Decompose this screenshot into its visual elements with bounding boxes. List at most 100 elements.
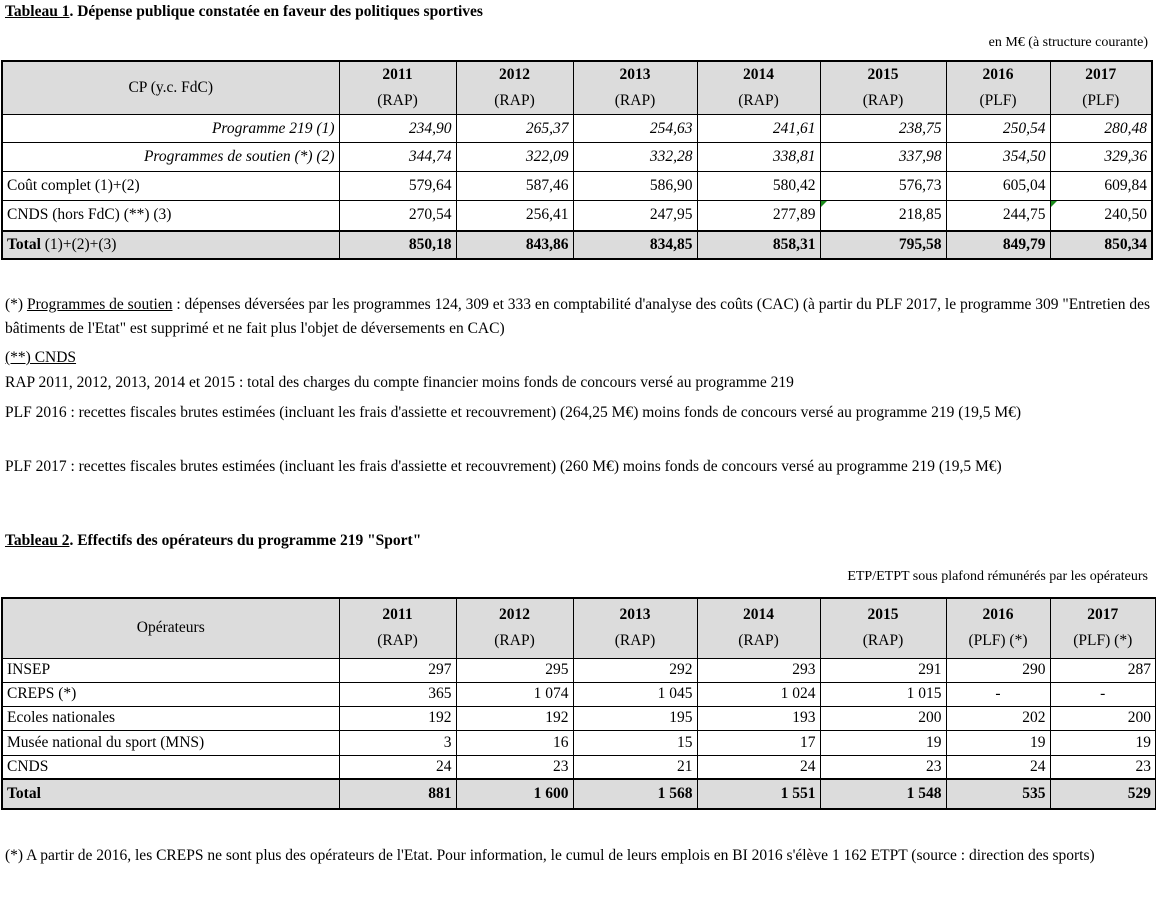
cell-value: 192 (338, 705, 457, 731)
table-row: CNDS 24 23 21 24 23 24 23 (1, 754, 1156, 780)
column-header: 2014 (RAP) (696, 597, 821, 659)
cell-text: 265,37 (525, 119, 569, 137)
cell-value: 365 (338, 681, 457, 707)
comment-marker-icon (820, 201, 827, 207)
total-value: 529 (1049, 778, 1156, 810)
cell-value: 290 (945, 657, 1051, 683)
cell-text: 277,89 (772, 206, 816, 224)
cell-text: 17 (800, 733, 816, 751)
cell-text: 605,04 (1002, 177, 1046, 194)
cell-text: 195 (669, 709, 693, 726)
note-cnds-plf2016: PLF 2016 : recettes fiscales brutes esti… (5, 404, 1022, 421)
column-year: 2015 (867, 606, 899, 624)
cell-value: 1 015 (819, 681, 947, 707)
note-creps: (*) A partir de 2016, les CREPS ne sont … (5, 847, 1095, 864)
column-source: (RAP) (738, 92, 779, 109)
cell-value: 16 (455, 729, 574, 756)
total-row: Total (1)+(2)+(3) 850,18 843,86 834,85 858,3… (1, 229, 1153, 259)
cell-text: 21 (677, 757, 693, 775)
cell-value: 297 (338, 657, 457, 683)
cell-value: 605,04 (945, 171, 1051, 201)
cell-value: 200 (1049, 705, 1156, 731)
cell-value: 244,75 (945, 200, 1051, 231)
table2-unit: ETP/ETPT sous plafond rémunérés par les … (847, 569, 1148, 584)
cell-value: 23 (1049, 754, 1156, 780)
cell-text: 19 (1030, 733, 1046, 751)
total-value: 849,79 (945, 229, 1051, 259)
cell-text: 290 (1022, 661, 1046, 678)
column-header: 2015 (RAP) (819, 597, 947, 659)
cell-value: 338,81 (696, 142, 821, 172)
cell-value: 270,54 (338, 200, 457, 231)
cell-text: 240,50 (1104, 206, 1147, 224)
header-row: CP (y.c. FdC) 2011 (RAP) 2012 (RAP) 2013 (RAP)… (1, 60, 1153, 115)
cell-text: 322,09 (525, 148, 569, 165)
cell-text: 256,41 (525, 206, 569, 224)
note-cnds-heading: (**) CNDS (5, 349, 77, 366)
cell-text: 337,98 (898, 148, 942, 165)
corner-header: CP (y.c. FdC) (1, 60, 340, 115)
column-year: 2014 (743, 606, 774, 624)
column-year: 2011 (382, 606, 413, 624)
cell-value: 332,28 (572, 142, 698, 172)
cell-value: 250,54 (945, 114, 1051, 143)
total-label-text: Total (7, 785, 41, 802)
cell-text: 24 (800, 757, 816, 775)
cell-value: 576,73 (819, 171, 947, 201)
table-row: Musée national du sport (MNS) 3 16 15 17 19 19… (1, 729, 1156, 756)
cell-text: 241,61 (772, 119, 816, 137)
column-year: 2014 (743, 66, 774, 83)
cell-text: 3 (443, 733, 452, 751)
cell-value: 1 045 (572, 681, 698, 707)
cell-value: 19 (945, 729, 1051, 756)
corner-header: Opérateurs (1, 597, 340, 659)
cell-text: 1 015 (906, 685, 942, 702)
column-header: 2017 (PLF) (*) (1049, 597, 1156, 659)
cell-text: 200 (1127, 709, 1151, 726)
cell-text: 579,64 (408, 177, 452, 194)
column-year: 2012 (499, 66, 530, 83)
total-value: 1 568 (572, 778, 698, 810)
total-label: Total (1, 778, 340, 810)
cell-text: 15 (677, 733, 693, 751)
cell-text: 24 (1030, 757, 1046, 775)
cell-text: 270,54 (408, 206, 452, 224)
cell-value: 202 (945, 705, 1051, 731)
cell-text: 576,73 (898, 177, 942, 194)
cell-text: 23 (553, 757, 569, 775)
note-soutien: (*) Programmes de soutien : dépenses dév… (5, 296, 1151, 337)
column-header: 2013 (RAP) (572, 60, 698, 115)
table-row: Programme 219 (1) 234,90 265,37 254,63 241,6… (1, 114, 1153, 143)
row-label: CREPS (*) (1, 681, 340, 707)
column-year: 2012 (499, 606, 530, 624)
cell-value: 240,50 (1049, 200, 1153, 231)
cell-value: 19 (819, 729, 947, 756)
table-row: CREPS (*) 365 1 074 1 045 1 024 1 015 - - (1, 681, 1156, 707)
note-cnds-plf2017: PLF 2017 : recettes fiscales brutes esti… (5, 458, 1002, 475)
cell-text: 16 (553, 733, 569, 751)
cell-value: 277,89 (696, 200, 821, 231)
table-row: Ecoles nationales 192 192 195 193 200 202 200 (1, 705, 1156, 731)
cell-value: 21 (572, 754, 698, 780)
cell-value: 344,74 (338, 142, 457, 172)
cell-value: 354,50 (945, 142, 1051, 172)
cell-text: 23 (926, 757, 942, 775)
cell-text: 192 (545, 709, 569, 726)
row-label: Coût complet (1)+(2) (1, 171, 340, 201)
column-year: 2017 (1087, 606, 1119, 624)
row-label: Programmes de soutien (*) (2) (1, 142, 340, 172)
cell-text: 238,75 (898, 119, 942, 137)
cell-text: 332,28 (649, 148, 693, 165)
cell-value: - (945, 681, 1051, 707)
cell-text: 1 045 (657, 685, 693, 702)
cell-value: 293 (696, 657, 821, 683)
column-header: 2014 (RAP) (696, 60, 821, 115)
column-source: (RAP) (614, 632, 656, 650)
column-year: 2013 (619, 66, 651, 83)
column-header: 2015 (RAP) (819, 60, 947, 115)
total-value: 1 600 (455, 778, 574, 810)
cell-value: 24 (338, 754, 457, 780)
cell-text: 247,95 (649, 206, 693, 224)
cell-text: - (1100, 685, 1106, 702)
cell-value: 218,85 (819, 200, 947, 231)
